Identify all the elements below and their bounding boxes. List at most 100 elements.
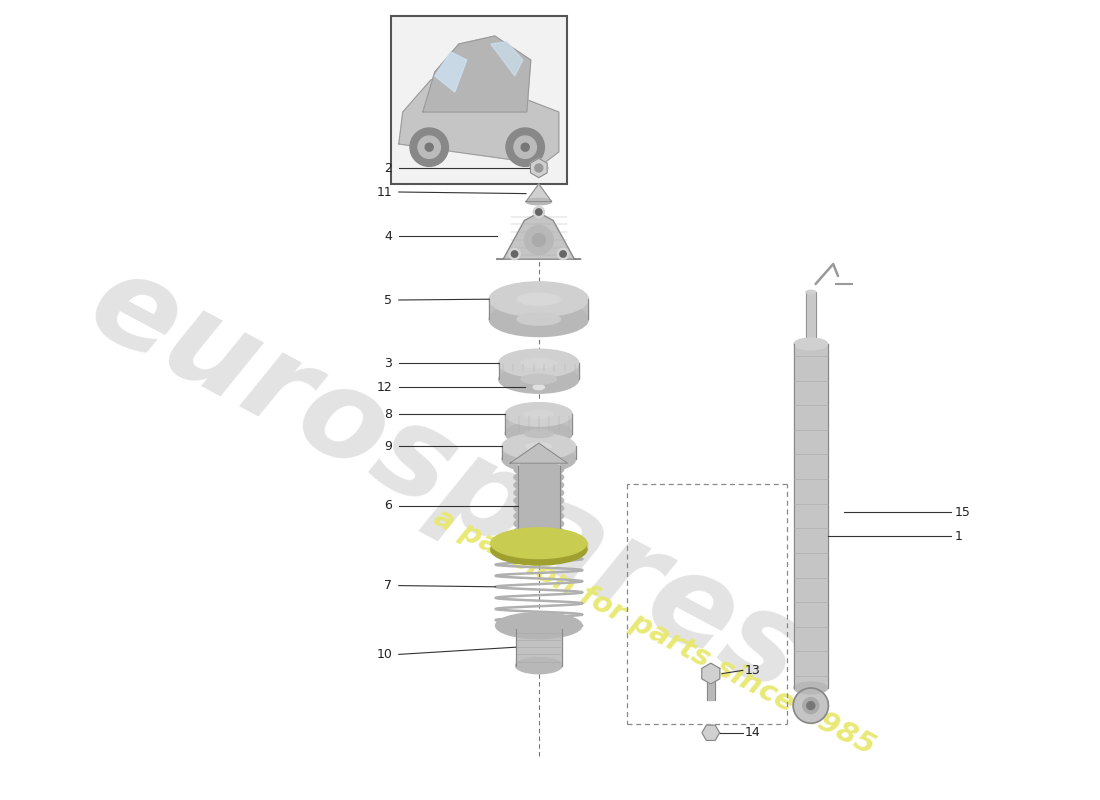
Ellipse shape (534, 385, 544, 390)
Circle shape (514, 136, 537, 158)
Ellipse shape (521, 358, 557, 368)
Ellipse shape (502, 434, 575, 459)
Ellipse shape (505, 422, 572, 446)
Text: 4: 4 (385, 230, 393, 242)
Polygon shape (534, 168, 543, 174)
Polygon shape (529, 162, 539, 168)
Ellipse shape (525, 410, 553, 418)
Ellipse shape (502, 446, 575, 472)
Circle shape (525, 226, 553, 254)
Polygon shape (422, 36, 531, 112)
Ellipse shape (496, 613, 582, 638)
Ellipse shape (704, 730, 717, 736)
Polygon shape (702, 725, 719, 741)
Polygon shape (534, 162, 543, 168)
Ellipse shape (806, 290, 815, 294)
Circle shape (509, 248, 520, 259)
Ellipse shape (518, 538, 560, 553)
Ellipse shape (516, 621, 562, 637)
Ellipse shape (491, 528, 586, 558)
Ellipse shape (514, 525, 563, 538)
Ellipse shape (514, 532, 563, 546)
Text: 2: 2 (385, 162, 393, 174)
Text: 12: 12 (376, 381, 393, 394)
Text: 15: 15 (955, 506, 970, 518)
Ellipse shape (514, 470, 563, 484)
Polygon shape (526, 184, 551, 202)
Ellipse shape (514, 478, 563, 492)
Ellipse shape (514, 494, 563, 507)
Ellipse shape (525, 382, 552, 392)
Ellipse shape (794, 682, 827, 694)
Text: 3: 3 (385, 357, 393, 370)
Ellipse shape (514, 486, 563, 500)
Bar (491, 542, 586, 550)
Text: 13: 13 (745, 664, 760, 677)
Polygon shape (539, 162, 549, 168)
Ellipse shape (514, 502, 563, 515)
Bar (794, 344, 827, 688)
Ellipse shape (516, 658, 562, 674)
Polygon shape (491, 42, 522, 76)
Bar (707, 674, 715, 700)
Ellipse shape (498, 365, 579, 393)
Circle shape (534, 206, 544, 218)
Bar (490, 299, 588, 319)
Circle shape (512, 250, 518, 258)
Ellipse shape (491, 534, 586, 565)
Circle shape (535, 164, 542, 172)
Bar (498, 363, 579, 379)
Circle shape (793, 688, 828, 723)
Circle shape (426, 143, 433, 151)
Ellipse shape (498, 349, 579, 378)
Circle shape (521, 143, 529, 151)
Text: 14: 14 (745, 726, 760, 739)
Ellipse shape (514, 509, 563, 523)
Ellipse shape (505, 402, 572, 426)
Circle shape (560, 251, 566, 258)
Bar (505, 414, 572, 434)
Polygon shape (399, 72, 559, 164)
Ellipse shape (526, 198, 551, 205)
Circle shape (806, 702, 815, 710)
Circle shape (410, 128, 449, 166)
Text: 7: 7 (384, 579, 393, 592)
Text: a passion for parts since 1985: a passion for parts since 1985 (429, 503, 880, 761)
Ellipse shape (490, 302, 588, 337)
Polygon shape (434, 52, 466, 92)
Text: 6: 6 (385, 499, 393, 512)
Bar (518, 466, 560, 546)
Text: 5: 5 (384, 294, 393, 306)
Bar (390, 16, 566, 184)
Ellipse shape (514, 517, 563, 530)
Ellipse shape (517, 294, 560, 305)
Bar (516, 629, 562, 666)
Polygon shape (497, 213, 581, 259)
Text: 11: 11 (376, 186, 393, 198)
Ellipse shape (525, 430, 553, 438)
Bar (502, 446, 575, 459)
Circle shape (532, 234, 546, 246)
Text: 10: 10 (376, 648, 393, 661)
Ellipse shape (521, 374, 557, 384)
Text: 9: 9 (385, 440, 393, 453)
Polygon shape (529, 168, 539, 174)
Circle shape (558, 249, 569, 260)
Ellipse shape (514, 462, 563, 477)
Circle shape (803, 698, 818, 714)
Ellipse shape (518, 458, 560, 473)
Text: 8: 8 (384, 408, 393, 421)
Circle shape (506, 128, 544, 166)
Text: eurospares: eurospares (69, 241, 824, 719)
Ellipse shape (490, 282, 588, 317)
Polygon shape (510, 443, 568, 463)
Polygon shape (539, 168, 549, 174)
Circle shape (418, 136, 440, 158)
Polygon shape (702, 663, 719, 684)
Bar (806, 292, 815, 344)
Ellipse shape (526, 443, 551, 450)
Circle shape (536, 209, 542, 215)
Text: 1: 1 (955, 530, 962, 542)
Ellipse shape (794, 338, 827, 350)
Ellipse shape (517, 314, 560, 325)
